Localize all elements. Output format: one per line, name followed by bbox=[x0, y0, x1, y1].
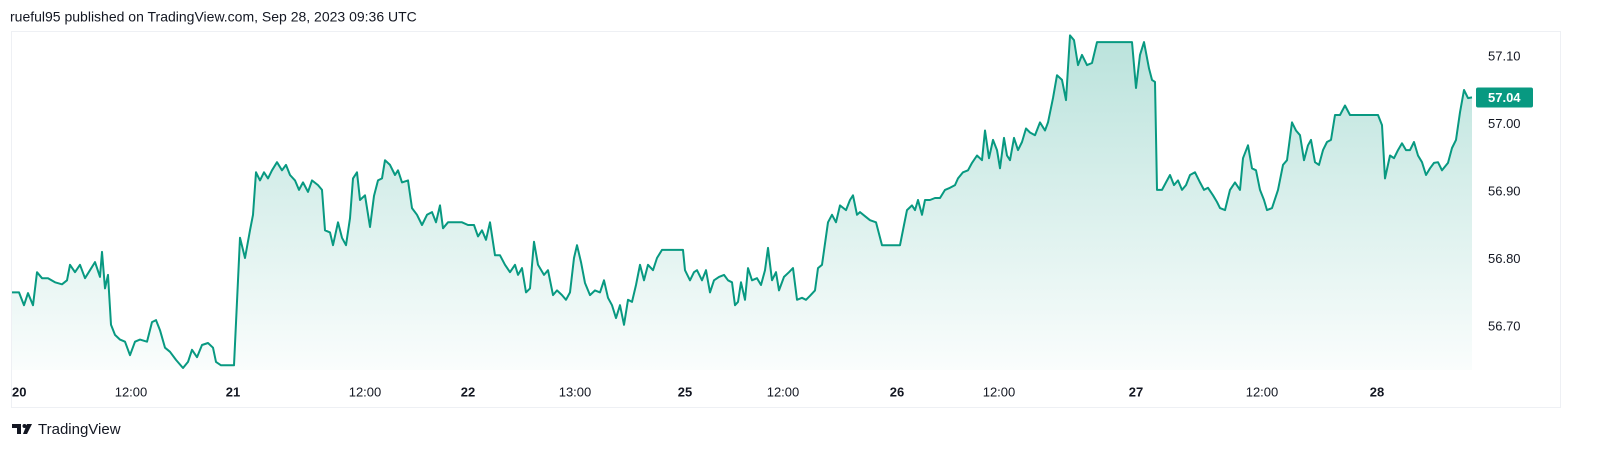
header: rueful95 published on TradingView.com, S… bbox=[10, 9, 417, 25]
chart-frame bbox=[11, 31, 1561, 408]
x-tick-label: 28 bbox=[1370, 384, 1384, 399]
x-tick-label: 12:00 bbox=[115, 384, 148, 399]
y-tick-label: 56.80 bbox=[1488, 251, 1521, 266]
area-fill bbox=[12, 35, 1472, 371]
footer-brand: TradingView bbox=[38, 421, 121, 438]
x-tick-label: 22 bbox=[461, 384, 475, 399]
price-line bbox=[12, 34, 1473, 369]
y-tick-label: 57.00 bbox=[1488, 116, 1521, 131]
x-tick-label: 26 bbox=[890, 384, 904, 399]
x-tick-label: 20 bbox=[12, 384, 26, 399]
x-tick-label: 12:00 bbox=[767, 384, 800, 399]
last-price-label: 57.04 bbox=[1488, 90, 1521, 105]
x-tick-label: 13:00 bbox=[559, 384, 592, 399]
x-tick-label: 12:00 bbox=[1246, 384, 1279, 399]
x-tick-label: 12:00 bbox=[349, 384, 382, 399]
x-tick-label: 12:00 bbox=[983, 384, 1016, 399]
x-tick-label: 21 bbox=[226, 384, 240, 399]
last-price-tag bbox=[1476, 87, 1533, 108]
x-tick-label: 25 bbox=[678, 384, 692, 399]
x-tick-label: 27 bbox=[1129, 384, 1143, 399]
y-tick-label: 56.90 bbox=[1488, 183, 1521, 198]
y-tick-label: 56.70 bbox=[1488, 318, 1521, 333]
y-tick-label: 57.10 bbox=[1488, 48, 1521, 63]
logo bbox=[12, 424, 32, 434]
